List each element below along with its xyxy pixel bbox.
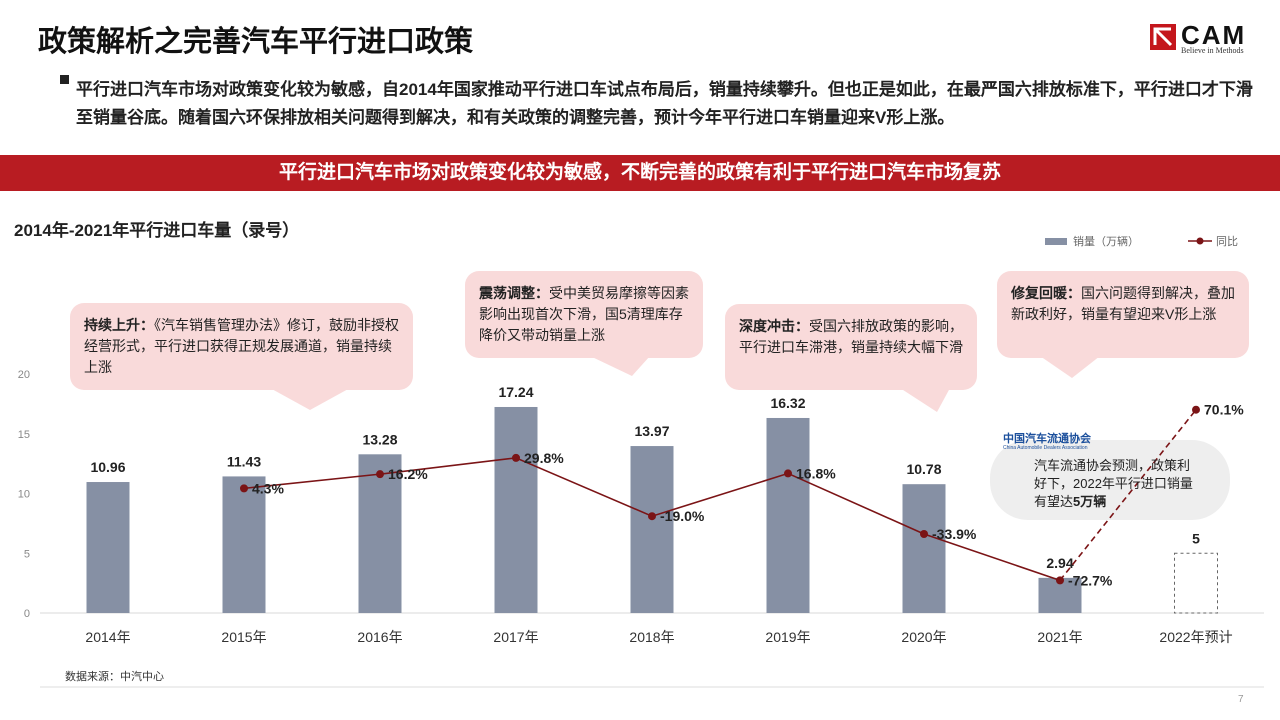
line-value-label: 16.2% <box>388 466 428 482</box>
legend-swatch <box>1045 238 1067 245</box>
line-value-label: 29.8% <box>524 450 564 466</box>
bar <box>358 454 402 613</box>
y-tick-label: 10 <box>18 489 30 501</box>
bar-value-label: 13.97 <box>634 423 669 439</box>
x-tick-label: 2022年预计 <box>1159 629 1232 645</box>
logo-icon-mark <box>1153 27 1173 47</box>
x-tick-label: 2017年 <box>493 629 538 645</box>
line-point <box>512 453 520 462</box>
callout: 修复回暖：国六问题得到解决，叠加新政利好，销量有望迎来V形上涨 <box>997 271 1249 358</box>
y-tick-label: 15 <box>18 429 30 441</box>
bar-value-label: 5 <box>1192 530 1200 546</box>
line-point <box>376 470 384 479</box>
callout: 深度冲击：受国六排放政策的影响，平行进口车滞港，销量持续大幅下滑 <box>725 304 977 390</box>
callout: 震荡调整：受中美贸易摩擦等因素影响出现首次下滑，国5清理库存降价又带动销量上涨 <box>465 271 703 358</box>
bar <box>630 446 674 613</box>
note-text: 汽车流通协会预测，政策利好下，2022年平行进口销量有望达 <box>1034 458 1193 509</box>
note-bg <box>990 440 1230 520</box>
bar-value-label: 11.43 <box>227 453 261 469</box>
bar <box>222 476 266 613</box>
line-point <box>1056 576 1064 585</box>
line-point <box>920 530 928 539</box>
bar <box>902 484 946 613</box>
line-point <box>648 512 656 521</box>
banner: 平行进口汽车市场对政策变化较为敏感，不断完善的政策有利于平行进口汽车市场复苏 <box>278 162 1001 183</box>
line-point <box>1192 405 1200 414</box>
line-value-label: -19.0% <box>660 508 705 524</box>
legend-label: 销量（万辆） <box>1073 234 1139 248</box>
bar <box>1174 552 1218 614</box>
line-value-label: -72.7% <box>1068 572 1113 588</box>
line-value-label: 16.8% <box>796 465 836 481</box>
chart-title: 2014年-2021年平行进口车量（录号） <box>14 221 300 240</box>
legend-swatch <box>1196 237 1204 245</box>
callout-text: 国六问题得到解决，叠加新政利好，销量有望迎来V形上涨 <box>1011 285 1235 322</box>
bar <box>86 482 130 613</box>
bar-value-label: 10.96 <box>90 459 125 475</box>
x-tick-label: 2018年 <box>629 629 674 645</box>
callout: 持续上升：《汽车销售管理办法》修订，鼓励非授权经营形式，平行进口获得正规发展通道… <box>70 303 413 390</box>
bar-value-label: 2.94 <box>1046 555 1073 571</box>
bullet <box>60 75 69 84</box>
callout-text: 受中美贸易摩擦等因素影响出现首次下滑，国5清理库存降价又带动销量上涨 <box>479 285 689 343</box>
callout-pointer <box>900 388 950 412</box>
source: 数据来源：中汽中心 <box>65 671 164 683</box>
bar <box>494 406 538 613</box>
callout-pointer <box>270 388 350 410</box>
x-tick-label: 2019年 <box>765 629 810 645</box>
bar-value-label: 17.24 <box>498 384 533 400</box>
x-tick-label: 2015年 <box>221 629 266 645</box>
bar-value-label: 13.28 <box>362 431 397 447</box>
bar-value-label: 10.78 <box>906 461 941 477</box>
callout-title: 持续上升： <box>84 317 154 333</box>
y-tick-label: 0 <box>24 608 30 620</box>
callout-text: 《汽车销售管理办法》修订，鼓励非授权经营形式，平行进口获得正规发展通道，销量持续… <box>84 317 399 375</box>
note: 汽车流通协会预测，政策利好下，2022年平行进口销量有望达5万辆 <box>1034 457 1194 511</box>
line-value-label: 70.1% <box>1204 402 1244 418</box>
y-tick-label: 20 <box>18 369 30 381</box>
x-tick-label: 2020年 <box>901 629 946 645</box>
x-tick-label: 2016年 <box>357 629 402 645</box>
callout-title: 修复回暖： <box>1011 285 1081 301</box>
summary: 平行进口汽车市场对政策变化较为敏感，自2014年国家推动平行进口车试点布局后，销… <box>76 80 1253 127</box>
callout-title: 深度冲击： <box>739 318 809 334</box>
banner-bg <box>0 155 1280 191</box>
line-value-label: -33.9% <box>932 526 977 542</box>
note-emphasis: 5万辆 <box>1073 494 1107 509</box>
slide-title: 政策解析之完善汽车平行进口政策 <box>38 26 474 58</box>
bar-value-label: 16.32 <box>770 395 805 411</box>
bar <box>766 417 810 613</box>
logo-text: CAM <box>1181 20 1247 50</box>
callout-title: 震荡调整： <box>479 285 549 301</box>
line-point <box>784 469 792 478</box>
line-value-label: 4.3% <box>252 480 284 496</box>
x-tick-label: 2021年 <box>1037 629 1082 645</box>
callout-text: 受国六排放政策的影响，平行进口车滞港，销量持续大幅下滑 <box>739 318 963 355</box>
logo-slogan: Believe in Methods <box>1181 46 1244 55</box>
page-number: 7 <box>1238 694 1244 705</box>
legend-label: 同比 <box>1216 235 1238 248</box>
association-name-en: China Automobile Dealers Association <box>1003 445 1088 451</box>
y-tick-label: 5 <box>24 548 30 560</box>
callout-pointer <box>1040 356 1100 378</box>
line-forecast <box>1059 409 1197 581</box>
line-point <box>240 484 248 493</box>
x-tick-label: 2014年 <box>85 629 130 645</box>
association-name: 中国汽车流通协会 <box>1003 433 1091 445</box>
callout-pointer <box>590 356 650 376</box>
